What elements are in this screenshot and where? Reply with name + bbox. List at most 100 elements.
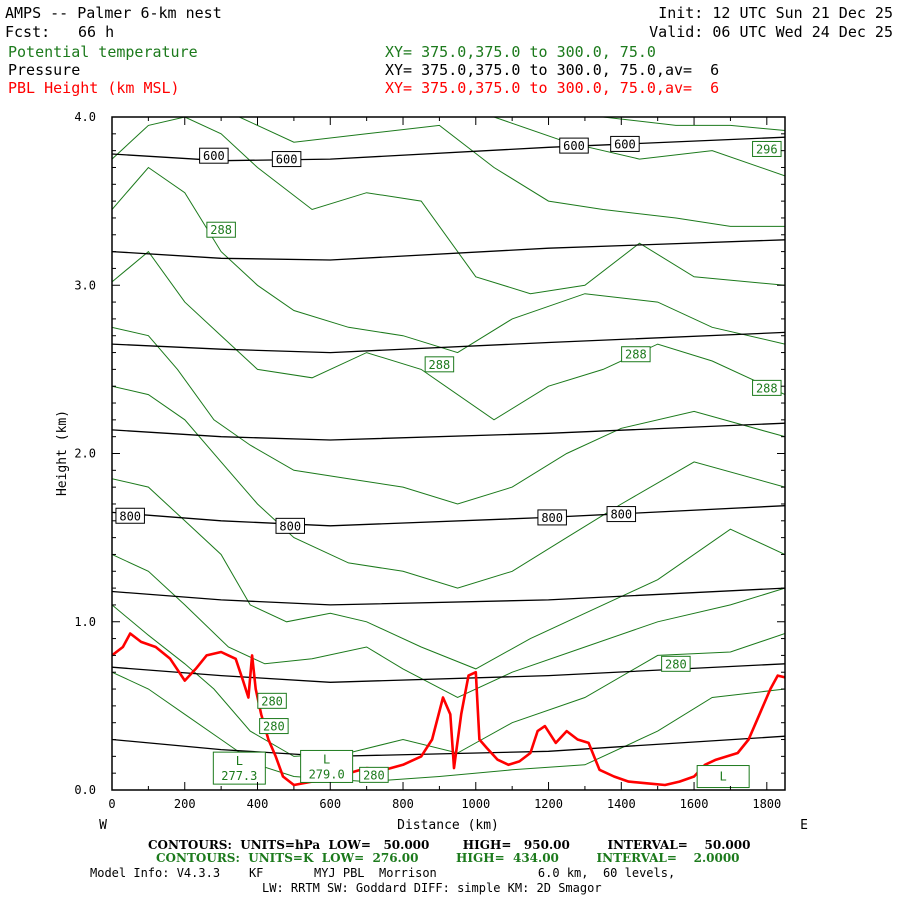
theta-contour-6 [112,250,785,421]
theta-contour-9 [239,117,785,227]
x-tick-label-3: 600 [319,797,341,811]
y-tick-label-1: 1.0 [74,615,96,629]
theta-label-10-0-box [752,140,782,157]
isobar-label-0-3-box [610,135,640,152]
isobar-label-0-2-box [559,137,589,154]
isobar-1 [112,239,785,261]
theta-box-label-0-box [257,692,287,709]
y-tick-label-3: 3.0 [74,278,96,292]
forecast-label: Fcst: [5,23,51,41]
x-tick-label-8: 1600 [680,797,709,811]
contour-labels-layer: 288 288 288 288 296 280 280 280 280 600 600 600 600 8… [115,135,782,789]
low-marker-value-0: 277.3 [221,769,257,783]
theta-label-6-1: 288 [625,348,647,362]
theta-label-6-2-box [752,379,782,396]
theta-contour-10 [493,117,785,177]
isobar-label-4-0-box [115,507,145,524]
isobar-label-4-3: 800 [610,508,632,522]
isobar-label-0-0-box [199,147,229,164]
isobar-label-0-0: 600 [203,149,225,163]
footer-theta-contours: CONTOURS: UNITS=K LOW= 276.00 HIGH= 434.… [156,851,740,865]
theta-label-10-0: 296 [756,142,778,156]
footer-physics: LW: RRTM SW: Goddard DIFF: simple KM: 2D… [262,881,602,895]
pbl-height-line-0 [112,632,785,787]
isobar-label-4-2-box [537,509,567,526]
y-tick-label-0: 0.0 [74,783,96,797]
forecast-value: 66 h [78,23,115,41]
theta-box-label-3-box [661,655,691,672]
low-marker-box-1 [300,749,354,783]
valid-time: Valid: 06 UTC Wed 24 Dec 25 [649,23,893,41]
x-tick-label-6: 1200 [534,797,563,811]
theta-box-label-1: 280 [263,720,285,734]
isobar-label-0-1-box [271,151,302,168]
init-time: Init: 12 UTC Sun 21 Dec 25 [658,4,893,22]
low-marker-box-0 [212,751,266,785]
theta-box-label-3: 280 [665,657,687,671]
pbl-height-layer [112,632,785,787]
isobar-label-4-1: 800 [279,519,301,533]
isobar-2 [112,331,785,354]
field-name-pbl: PBL Height (km MSL) [8,79,180,97]
x-tick-label-0: 0 [108,797,115,811]
y-tick-label-2: 2.0 [74,447,96,461]
field-name-pressure: Pressure [8,61,81,79]
isobar-label-4-1-box [275,517,306,534]
isobar-label-0-1: 600 [276,153,298,167]
theta-contour-3 [112,478,785,670]
x-tick-label-4: 800 [392,797,414,811]
low-marker-box-2 [696,765,750,789]
isobar-3 [112,422,785,441]
theta-label-7-0: 288 [210,223,232,237]
isobar-label-0-3: 600 [614,137,636,151]
theta-label-6-2: 288 [756,381,778,395]
plot-frame [111,116,786,791]
x-tick-label-2: 400 [247,797,269,811]
x-tick-label-9: 1800 [752,797,781,811]
isobar-5 [112,587,785,606]
theta-contour-5 [112,326,785,505]
y-tick-label-4: 4.0 [74,110,96,124]
west-label: W [99,818,107,833]
theta-box-label-1-box [259,718,289,735]
theta-contour-4 [112,385,785,589]
theta-contour-7 [112,166,785,354]
theta-label-6-0: 288 [429,358,451,372]
theta-label-6-1-box [621,346,651,363]
field-name-theta: Potential temperature [8,43,198,61]
x-tick-label-1: 200 [174,797,196,811]
theta-box-label-2: 280 [363,768,385,782]
theta-contour-11 [603,117,785,131]
x-axis-label: Distance (km) [397,818,499,833]
isobar-label-4-2: 800 [541,511,563,525]
isobar-4 [112,505,785,527]
isobar-6 [112,663,785,683]
model-title: AMPS -- Palmer 6-km nest [5,4,222,22]
field-xy-pbl: XY= 375.0,375.0 to 300.0, 75.0,av= 6 [385,79,720,97]
field-xy-theta: XY= 375.0,375.0 to 300.0, 75.0 [385,43,656,61]
theta-box-label-0: 280 [261,694,283,708]
axes-layer: 0 200 400 600 800 1000 1200 1400 1600 1800 0.0 1.0 2… [74,110,785,811]
theta-contours-layer [112,117,785,783]
low-marker-letter-0: L [236,754,243,768]
isobar-label-4-0: 800 [119,509,141,523]
field-xy-pressure: XY= 375.0,375.0 to 300.0, 75.0,av= 6 [385,61,720,79]
x-tick-label-7: 1400 [607,797,636,811]
footer-model-info: Model Info: V4.3.3 KF MYJ PBL Morrison 6… [90,866,676,880]
y-axis-label: Height (km) [55,410,70,496]
theta-contour-2 [112,554,785,699]
footer-pressure-contours: CONTOURS: UNITS=hPa LOW= 50.000 HIGH= 95… [148,838,751,852]
theta-label-7-0-box [206,221,236,238]
isobar-label-4-3-box [606,506,637,523]
theta-box-label-2-box [359,766,389,783]
low-marker-letter-2: L [720,770,727,784]
theta-contour-1 [112,604,785,757]
low-marker-value-1: 279.0 [309,767,345,781]
isobar-label-0-2: 600 [563,139,585,153]
east-label: E [800,818,808,833]
theta-contour-8 [112,117,785,295]
low-marker-letter-1: L [323,752,330,766]
x-tick-label-5: 1000 [461,797,490,811]
theta-label-6-0-box [424,356,455,373]
